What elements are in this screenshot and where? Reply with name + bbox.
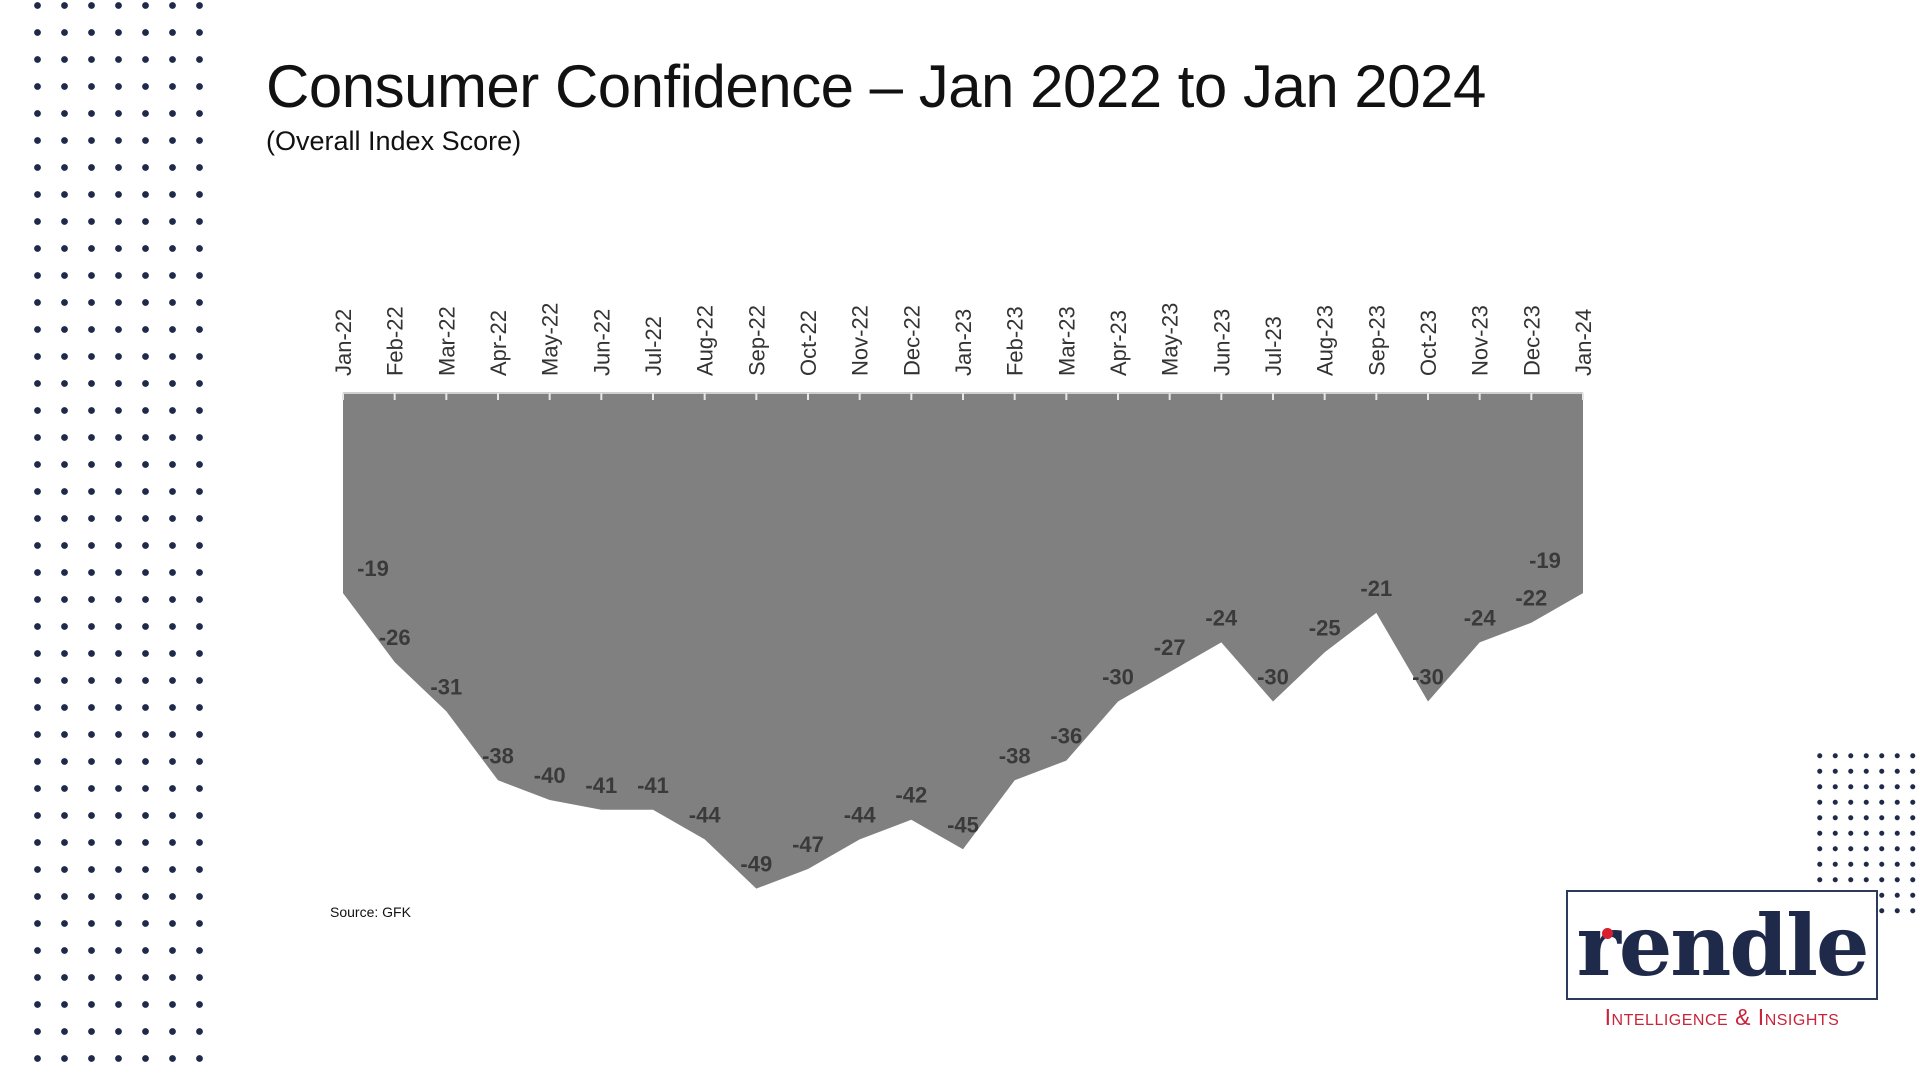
logo-red-dot — [1602, 928, 1613, 939]
x-tick-label: Aug-23 — [1313, 305, 1338, 376]
data-label: -47 — [792, 832, 824, 857]
logo-wordmark: rendle — [1576, 896, 1870, 995]
decorative-dot-grid-right — [1812, 748, 1920, 914]
x-tick-label: Oct-23 — [1416, 310, 1441, 376]
x-tick-label: Mar-23 — [1054, 306, 1079, 376]
data-label: -22 — [1515, 586, 1547, 611]
x-tick-label: Mar-22 — [434, 306, 459, 376]
data-label: -30 — [1257, 665, 1289, 690]
data-label: -26 — [379, 625, 411, 650]
data-label: -24 — [1205, 605, 1238, 630]
data-label: -27 — [1154, 635, 1186, 660]
x-tick-label: Apr-23 — [1106, 310, 1131, 376]
x-tick-label: Jan-22 — [331, 309, 356, 376]
data-label: -44 — [844, 802, 877, 827]
x-tick-label: Jul-22 — [641, 316, 666, 376]
data-label: -45 — [947, 812, 979, 837]
data-label: -30 — [1102, 665, 1134, 690]
rendle-logo: rendle — [1566, 890, 1878, 1000]
x-tick-label: Dec-22 — [899, 305, 924, 376]
chart-title: Consumer Confidence – Jan 2022 to Jan 20… — [266, 53, 1486, 120]
data-label: -41 — [585, 773, 617, 798]
data-label: -19 — [357, 556, 389, 581]
x-tick-label: May-22 — [538, 303, 563, 376]
chart-subtitle: (Overall Index Score) — [266, 126, 522, 156]
data-label: -31 — [430, 674, 462, 699]
data-label: -30 — [1412, 665, 1444, 690]
source-note: Source: GFK — [330, 904, 411, 920]
decorative-dot-grid-left — [24, 0, 204, 1080]
data-label: -49 — [740, 852, 772, 877]
data-label: -19 — [1529, 548, 1561, 573]
x-tick-label: Feb-23 — [1003, 306, 1028, 376]
x-tick-label: May-23 — [1158, 303, 1183, 376]
data-label: -25 — [1309, 615, 1341, 640]
x-tick-label: Jun-23 — [1209, 309, 1234, 376]
x-tick-label: Jul-23 — [1261, 316, 1286, 376]
data-label: -21 — [1360, 576, 1392, 601]
data-label: -24 — [1464, 605, 1497, 630]
x-tick-label: Jan-24 — [1571, 309, 1596, 376]
x-tick-label: Jun-22 — [589, 309, 614, 376]
x-tick-label: Nov-23 — [1468, 305, 1493, 376]
data-label: -44 — [689, 802, 722, 827]
data-label: -38 — [999, 743, 1031, 768]
data-label: -41 — [637, 773, 669, 798]
x-tick-label: Dec-23 — [1519, 305, 1544, 376]
x-tick-label: Apr-22 — [486, 310, 511, 376]
data-label: -40 — [534, 763, 566, 788]
logo-tagline: Intelligence & Insights — [1604, 1004, 1840, 1030]
x-tick-label: Sep-22 — [744, 305, 769, 376]
x-tick-label: Jan-23 — [951, 309, 976, 376]
data-label: -38 — [482, 743, 514, 768]
x-tick-label: Sep-23 — [1364, 305, 1389, 376]
data-label: -42 — [895, 783, 927, 808]
x-tick-label: Aug-22 — [693, 305, 718, 376]
x-tick-label: Feb-22 — [383, 306, 408, 376]
x-tick-label: Oct-22 — [796, 310, 821, 376]
x-tick-label: Nov-22 — [848, 305, 873, 376]
data-label: -36 — [1050, 724, 1082, 749]
area-series — [343, 393, 1583, 889]
